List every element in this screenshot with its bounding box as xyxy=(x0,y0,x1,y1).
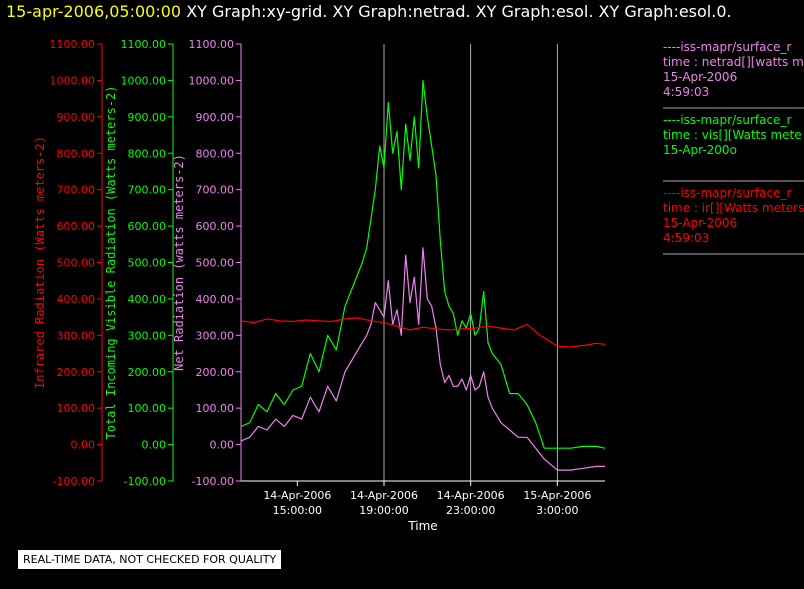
header-bar: 15-apr-2006,05:00:00 XY Graph:xy-grid. X… xyxy=(6,2,732,21)
y-tick-label: 1000.00 xyxy=(189,74,235,87)
y-tick-label: 200.00 xyxy=(196,366,235,379)
legend-line: time : vis[][Watts mete xyxy=(663,128,802,142)
legend-vis: ----iss-mapr/surface_r time : vis[][Watt… xyxy=(663,113,802,158)
x-tick-label-date: 14-Apr-2006 xyxy=(437,489,505,502)
legend-netrad: ----iss-mapr/surface_r time : netrad[][w… xyxy=(663,40,804,100)
legend-line: 15-Apr-2006 xyxy=(663,216,738,230)
y-tick-label: 600.00 xyxy=(57,220,96,233)
y-tick-label: 300.00 xyxy=(128,329,167,342)
x-tick-label-time: 15:00:00 xyxy=(273,504,322,517)
y-tick-label: 1100.00 xyxy=(50,38,96,51)
y-tick-label: 1000.00 xyxy=(121,74,167,87)
y-tick-label: 900.00 xyxy=(196,111,235,124)
y-tick-label: 500.00 xyxy=(57,257,96,270)
legend-line: 4:59:03 xyxy=(663,85,710,99)
y-tick-label: 800.00 xyxy=(128,147,167,160)
y-tick-label: 800.00 xyxy=(57,147,96,160)
x-tick-label-date: 15-Apr-2006 xyxy=(523,489,591,502)
y-tick-label: -100.00 xyxy=(53,475,95,488)
y-tick-label: 0.00 xyxy=(142,439,167,452)
y-tick-label: -100.00 xyxy=(124,475,166,488)
y-axis-title-infrared: Infrared Radiation (Watts meters-2) xyxy=(33,136,47,389)
legend-line: 15-Apr-2006 xyxy=(663,70,738,84)
y-tick-label: 500.00 xyxy=(128,257,167,270)
y-tick-label: 100.00 xyxy=(196,402,235,415)
y-tick-label: 1000.00 xyxy=(50,74,96,87)
y-tick-label: 400.00 xyxy=(196,293,235,306)
y-tick-label: 400.00 xyxy=(128,293,167,306)
y-tick-label: 700.00 xyxy=(196,184,235,197)
legend-line: time : ir[][Watts meters xyxy=(663,201,804,215)
y-tick-label: 1100.00 xyxy=(189,38,235,51)
y-axis-title-net: Net Radiation (watts meters-2) xyxy=(172,154,186,371)
y-tick-label: 700.00 xyxy=(128,184,167,197)
legend-line: ----iss-mapr/surface_r xyxy=(663,113,792,127)
header-graph-titles: XY Graph:xy-grid. XY Graph:netrad. XY Gr… xyxy=(186,2,732,21)
x-axis-title: Time xyxy=(407,519,437,533)
legend-line: 15-Apr-200o xyxy=(663,143,737,157)
legend-ir: ----iss-mapr/surface_r time : ir[][Watts… xyxy=(663,186,804,246)
y-tick-label: 800.00 xyxy=(196,147,235,160)
y-tick-label: 200.00 xyxy=(128,366,167,379)
legend-line: ----iss-mapr/surface_r xyxy=(663,186,792,200)
legend-line: ----iss-mapr/surface_r xyxy=(663,40,792,54)
series-line-ir xyxy=(240,317,606,348)
y-tick-label: 900.00 xyxy=(128,111,167,124)
y-tick-label: 400.00 xyxy=(57,293,96,306)
header-timestamp: 15-apr-2006,05:00:00 xyxy=(6,2,182,21)
y-tick-label: 0.00 xyxy=(71,439,96,452)
x-tick-label-time: 19:00:00 xyxy=(359,504,408,517)
y-tick-label: 600.00 xyxy=(128,220,167,233)
y-tick-label: 300.00 xyxy=(57,329,96,342)
y-tick-label: 700.00 xyxy=(57,184,96,197)
legend-line: time : netrad[][watts m xyxy=(663,55,804,69)
y-tick-label: -100.00 xyxy=(192,475,234,488)
series-line-vis xyxy=(240,79,606,449)
quality-notice: REAL-TIME DATA, NOT CHECKED FOR QUALITY xyxy=(18,550,282,569)
y-tick-label: 100.00 xyxy=(57,402,96,415)
y-tick-label: 300.00 xyxy=(196,329,235,342)
y-tick-label: 900.00 xyxy=(57,111,96,124)
series-line-netrad xyxy=(240,247,605,471)
y-tick-label: 200.00 xyxy=(57,366,96,379)
y-tick-label: 500.00 xyxy=(196,257,235,270)
y-tick-label: 100.00 xyxy=(128,402,167,415)
y-tick-label: 1100.00 xyxy=(121,38,167,51)
y-axis-title-visible: Total Incoming Visible Radiation (Watts … xyxy=(104,85,118,439)
y-tick-label: 0.00 xyxy=(210,439,235,452)
x-tick-label-date: 14-Apr-2006 xyxy=(350,489,418,502)
y-tick-label: 600.00 xyxy=(196,220,235,233)
legend-line: 4:59:03 xyxy=(663,231,710,245)
x-tick-label-date: 14-Apr-2006 xyxy=(263,489,331,502)
x-tick-label-time: 3:00:00 xyxy=(536,504,578,517)
x-tick-label-time: 23:00:00 xyxy=(446,504,495,517)
